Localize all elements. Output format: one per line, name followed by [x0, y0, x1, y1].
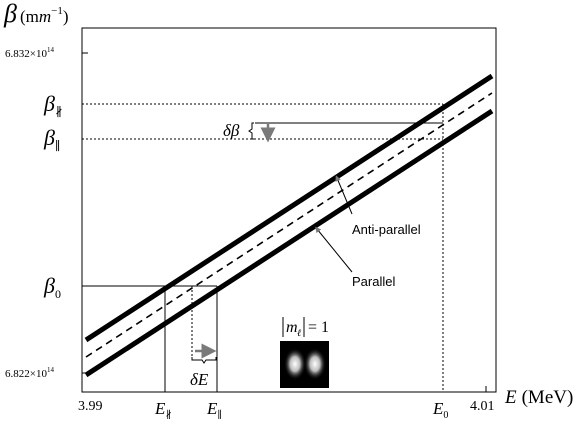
- delta-beta-bracket: [248, 122, 254, 140]
- y-axis-symbol: β: [3, 0, 17, 28]
- svg-text:m: m: [286, 319, 298, 336]
- beta-zero-label: β0: [43, 273, 61, 301]
- e-anti-label: E∦: [154, 399, 172, 421]
- svg-text:ℓ: ℓ: [297, 328, 301, 339]
- x-tick-label-left: 3.99: [78, 399, 103, 414]
- parallel-label: Parallel: [352, 274, 395, 289]
- y-tick-label-top: 6.832×1014: [5, 46, 54, 60]
- beta-anti-label: β∦: [43, 91, 63, 119]
- two-lobe-mode-icon: [280, 341, 329, 388]
- e-par-label: E∥: [206, 399, 222, 421]
- y-axis-title: β (mm−1): [3, 0, 69, 28]
- delta-beta-label: δβ: [223, 121, 240, 140]
- x-axis-title: E (MeV): [504, 387, 573, 408]
- delta-e-bracket: [191, 357, 217, 364]
- svg-text:= 1: = 1: [308, 319, 329, 336]
- delta-e-label: δE: [190, 370, 209, 389]
- anti-parallel-line: [84, 73, 494, 343]
- y-tick-label-bottom: 6.822×1014: [5, 366, 54, 380]
- x-tick-label-right: 4.01: [470, 399, 495, 414]
- parallel-line: [84, 108, 494, 378]
- beta-par-label: β∥: [43, 125, 61, 153]
- e-zero-label: E0: [432, 399, 448, 421]
- zero-field-line: [85, 92, 493, 358]
- anti-parallel-label: Anti-parallel: [352, 222, 421, 237]
- plot-frame: [81, 27, 497, 393]
- anti-parallel-pointer: [335, 175, 353, 215]
- y-axis-unit-m: m: [39, 7, 51, 26]
- mode-index-label: m ℓ = 1: [282, 317, 329, 339]
- parallel-pointer: [315, 226, 353, 273]
